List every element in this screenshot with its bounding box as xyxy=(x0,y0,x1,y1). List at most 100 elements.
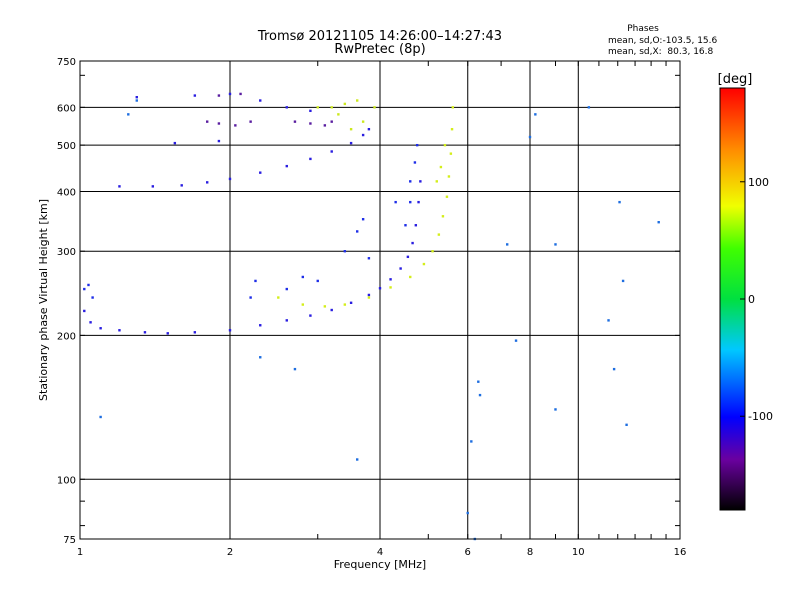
data-point-noise xyxy=(355,458,359,461)
data-point-o_dark xyxy=(205,120,209,123)
data-point-o_upper xyxy=(228,92,232,96)
colorbar-tick-label: -100 xyxy=(748,410,773,423)
data-point-noise xyxy=(554,243,557,246)
data-point-noise xyxy=(127,113,130,116)
data-point-noise xyxy=(618,200,621,204)
data-point-x_trace xyxy=(389,286,392,289)
data-points xyxy=(83,92,660,541)
data-point-o_dark xyxy=(330,120,333,123)
data-point-o_dark xyxy=(217,94,221,97)
y-tick-label: 75 xyxy=(63,535,76,546)
data-point-o_dark xyxy=(239,92,242,96)
data-point-noise xyxy=(135,99,138,102)
tick-marks xyxy=(80,61,681,540)
data-point-noise xyxy=(259,356,262,359)
y-tick-label: 100 xyxy=(57,475,76,486)
data-point-o_scatter xyxy=(285,287,288,291)
data-point-o_scatter xyxy=(413,161,417,164)
data-point-o_trace_F xyxy=(118,329,121,332)
y-tick-label: 750 xyxy=(57,57,76,68)
data-point-x_trace xyxy=(323,305,327,308)
data-point-x_upper xyxy=(337,113,340,116)
data-point-o_upper xyxy=(151,185,155,188)
x-tick-label: 4 xyxy=(377,547,383,558)
data-point-o_upper xyxy=(349,141,353,145)
data-point-o_dark xyxy=(293,120,297,123)
data-point-o_scatter xyxy=(361,218,365,221)
data-point-o_dark xyxy=(323,124,327,127)
y-tick-label: 500 xyxy=(57,141,76,152)
x-axis-label: Frequency [MHz] xyxy=(334,558,426,571)
data-point-o_scatter xyxy=(301,275,305,279)
data-point-x_trace xyxy=(431,250,434,253)
data-point-o_upper xyxy=(309,157,312,161)
data-point-o_trace_F xyxy=(99,327,102,330)
data-point-o_upper xyxy=(205,181,209,184)
data-point-o_scatter xyxy=(409,200,412,204)
data-point-o_scatter xyxy=(367,257,371,260)
data-point-x_trace xyxy=(422,262,426,266)
data-point-x_trace xyxy=(451,106,455,109)
x-tick-labels: 1 2 4 6 8 10 16 xyxy=(77,547,687,558)
data-point-noise xyxy=(625,423,628,427)
data-point-o_scatter xyxy=(404,224,407,227)
data-point-x_upper xyxy=(330,106,333,109)
data-point-o_scatter xyxy=(355,230,359,233)
data-point-o_upper xyxy=(135,95,138,99)
x-tick-label: 8 xyxy=(527,547,533,558)
data-point-o_upper xyxy=(367,127,371,131)
data-point-o_upper xyxy=(180,184,183,187)
data-point-o_trace_F xyxy=(411,241,414,245)
data-point-noise xyxy=(612,367,616,371)
data-point-noise xyxy=(528,135,532,139)
data-point-o_trace_F xyxy=(367,293,371,297)
data-point-o_scatter xyxy=(91,296,94,299)
data-point-x_trace xyxy=(439,165,443,169)
data-point-o_upper xyxy=(217,139,221,143)
data-point-x_trace xyxy=(450,127,454,131)
colorbar-label: [deg] xyxy=(718,72,753,87)
data-point-o_dark xyxy=(309,122,312,125)
data-point-noise xyxy=(587,106,591,109)
data-point-o_trace_F xyxy=(349,301,353,304)
data-point-noise xyxy=(607,319,610,322)
data-point-x_trace xyxy=(277,296,280,299)
data-point-o_trace_F xyxy=(417,200,420,204)
colorbar-ticks: 100 0 -100 xyxy=(740,176,773,423)
data-point-x_trace xyxy=(443,143,447,147)
data-point-o_upper xyxy=(259,99,262,102)
data-point-noise xyxy=(466,511,469,515)
data-point-o_trace_F xyxy=(228,329,232,332)
y-axis-label: Stationary phase Virtual Height [km] xyxy=(37,199,50,401)
data-point-o_dark xyxy=(249,120,252,123)
data-point-x_trace xyxy=(449,152,453,155)
data-point-x_upper xyxy=(373,106,376,109)
data-point-x_upper xyxy=(361,120,365,123)
data-point-o_scatter xyxy=(316,279,319,283)
data-point-o_upper xyxy=(361,133,365,137)
data-point-noise xyxy=(478,393,482,397)
data-point-o_upper xyxy=(309,109,312,113)
data-point-o_scatter xyxy=(87,283,90,287)
data-point-o_dark xyxy=(234,124,237,127)
data-point-o_trace_F xyxy=(399,267,402,270)
data-point-o_trace_F xyxy=(83,309,86,313)
colorbar: [deg] 100 0 -100 xyxy=(718,72,773,511)
data-point-noise xyxy=(293,367,297,371)
data-point-noise xyxy=(477,380,480,383)
data-point-o_scatter xyxy=(83,287,86,291)
data-point-o_upper xyxy=(285,106,288,109)
data-point-o_upper xyxy=(173,141,177,145)
colorbar-tick-label: 0 xyxy=(748,293,755,306)
stats-line-x: mean, sd,X: 80.3, 16.8 xyxy=(608,47,714,57)
data-point-o_upper xyxy=(259,171,262,174)
data-point-o_scatter xyxy=(415,143,419,147)
data-point-noise xyxy=(505,243,509,246)
data-point-o_trace_F xyxy=(166,332,169,335)
y-tick-label: 600 xyxy=(57,103,76,114)
data-point-x_upper xyxy=(349,127,353,131)
data-point-noise xyxy=(470,440,473,443)
data-point-noise xyxy=(534,113,537,116)
stats-line-o: mean, sd,O:-103.5, 15.6 xyxy=(608,36,718,46)
